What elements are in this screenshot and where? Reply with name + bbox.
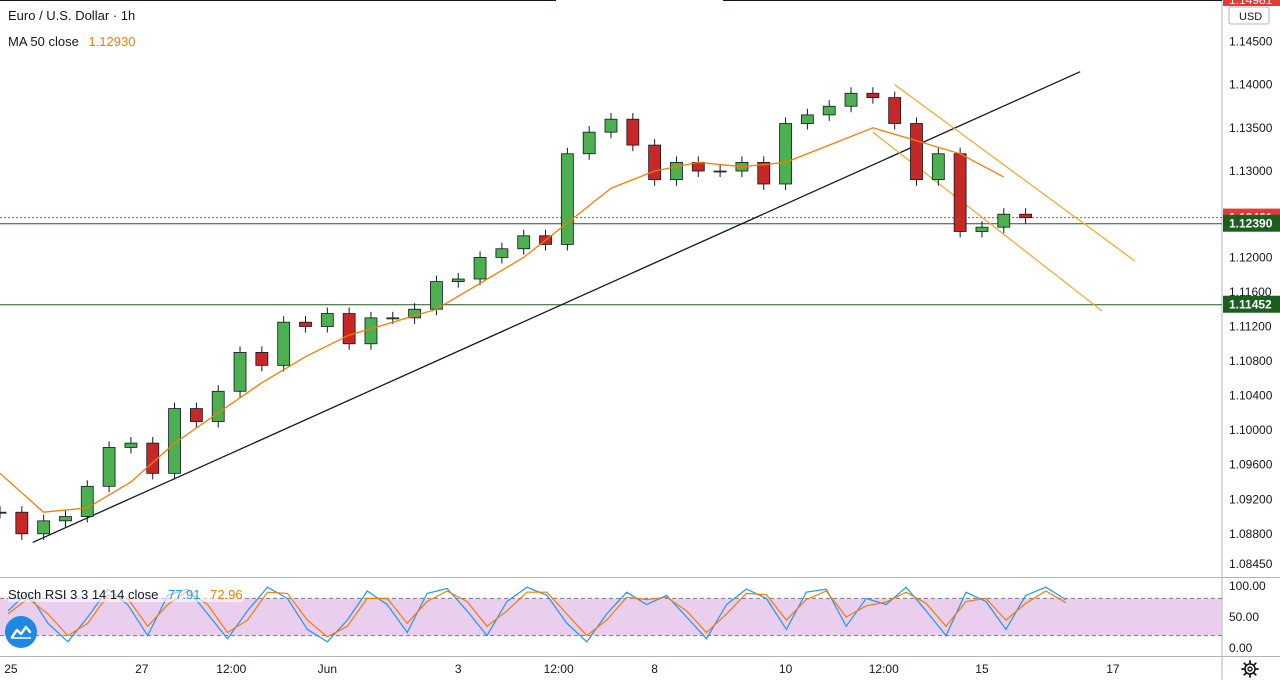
time-tick-label: 17 (1106, 662, 1120, 676)
candle-body (670, 161, 683, 181)
candle-body (713, 170, 727, 173)
price-tick-label: 1.13000 (1229, 164, 1273, 178)
time-tick-label: 12:00 (869, 662, 899, 676)
candle-body (997, 213, 1011, 228)
logo-cloud-icon (10, 625, 32, 639)
ma-legend-value: 1.12930 (88, 34, 136, 49)
stoch-band (0, 598, 1222, 636)
gear-icon[interactable] (1240, 659, 1260, 679)
candle-body (320, 313, 334, 327)
candle-body (560, 153, 574, 245)
candle-body (473, 257, 487, 280)
candle-body (975, 226, 989, 232)
candle-body (255, 352, 269, 366)
candle-body (168, 408, 181, 474)
price-tick-label: 1.14500 (1229, 34, 1273, 48)
candle-body (888, 97, 902, 124)
symbol-legend: Euro / U.S. Dollar · 1h (8, 8, 135, 23)
candle-body (1019, 213, 1033, 219)
price-tick-label: 1.08800 (1229, 527, 1273, 541)
candle-body (364, 317, 378, 345)
time-tick-label: 15 (975, 662, 989, 676)
top-price-tag-label: 1.14981 (1229, 0, 1273, 7)
time-tick-label: 3 (455, 662, 462, 676)
candle-body (648, 144, 662, 181)
candle-body (517, 235, 531, 250)
price-tag-label: 1.12390 (1229, 217, 1273, 231)
candle-body (37, 520, 51, 535)
price-tick-label: 1.10000 (1229, 423, 1273, 437)
candle-body (0, 511, 7, 514)
price-tick-label: 1.10800 (1229, 354, 1273, 368)
price-tick-label: 1.12000 (1229, 250, 1273, 264)
candle-body (800, 114, 814, 124)
stoch-legend-label: Stoch RSI 3 3 14 14 close (8, 587, 159, 602)
candle-body (779, 123, 792, 185)
price-tick-label: 1.09600 (1229, 458, 1273, 472)
price-tick-label: 1.14000 (1229, 78, 1273, 92)
candle-body (626, 118, 640, 146)
channel-upper (894, 84, 1136, 262)
candle-body (822, 105, 836, 116)
ma-legend-label: MA 50 close (8, 34, 79, 49)
candle-body (582, 131, 596, 155)
price-tag-label: 1.11452 (1229, 298, 1272, 312)
trendline (32, 71, 1081, 544)
time-tick-label: 12:00 (216, 662, 246, 676)
stoch-legend[interactable]: Stoch RSI 3 3 14 14 close 77.91 72.96 (8, 587, 243, 602)
candle-body (15, 511, 29, 535)
symbol-separator: · (112, 8, 118, 23)
currency-box (1228, 6, 1270, 25)
candle-body (953, 153, 967, 232)
price-tick-label: 1.11200 (1229, 320, 1272, 334)
symbol-name: Euro / U.S. Dollar (8, 8, 110, 23)
time-tick-label: 12:00 (544, 662, 574, 676)
price-tag (1223, 214, 1280, 232)
stoch-tick-label: 0.00 (1229, 641, 1253, 655)
ma-50-line (0, 127, 1005, 513)
candle-body (102, 447, 116, 487)
tradingview-logo-icon[interactable] (5, 616, 37, 648)
price-tick-label: 1.11600 (1229, 285, 1272, 299)
candle-body (866, 92, 880, 99)
symbol-interval: 1h (120, 8, 136, 23)
price-tick-label: 1.10400 (1229, 389, 1273, 403)
top-price-tag (1223, 0, 1280, 6)
candle-body (386, 317, 400, 320)
candle-body (189, 408, 203, 422)
price-tick-label: 1.08450 (1229, 557, 1273, 571)
time-tick-label: 27 (135, 662, 149, 676)
price-tick-label: 1.13500 (1229, 121, 1273, 135)
candle-body (233, 352, 247, 392)
time-tick-label: 10 (779, 662, 793, 676)
time-tick-label: Jun (318, 662, 337, 676)
candle-body (910, 123, 923, 181)
channel-lower (872, 131, 1103, 312)
candle-body (299, 321, 312, 327)
currency-label: USD (1239, 11, 1262, 23)
stoch-legend-k: 77.91 (167, 587, 201, 602)
price-tag (1223, 295, 1280, 313)
stoch-tick-label: 50.00 (1229, 610, 1259, 624)
stoch-legend-d: 72.96 (210, 587, 243, 602)
candle-body (80, 485, 94, 517)
ma-legend[interactable]: MA 50 close 1.12930 (8, 34, 135, 49)
price-tick-label: 1.09200 (1229, 492, 1273, 506)
time-tick-label: 8 (651, 662, 658, 676)
candle-body (430, 281, 443, 310)
candle-body (495, 248, 509, 258)
candle-body (277, 321, 291, 366)
candle-body (342, 313, 356, 345)
candle-body (124, 442, 138, 448)
stoch-tick-label: 100.00 (1229, 579, 1266, 593)
candle-body (59, 516, 72, 522)
candle-body (931, 153, 945, 181)
candle-body (604, 118, 618, 133)
time-tick-label: 25 (4, 662, 18, 676)
candle-body (451, 278, 465, 282)
candle-body (211, 390, 225, 422)
candle-body (757, 161, 771, 185)
candle-body (844, 92, 858, 107)
